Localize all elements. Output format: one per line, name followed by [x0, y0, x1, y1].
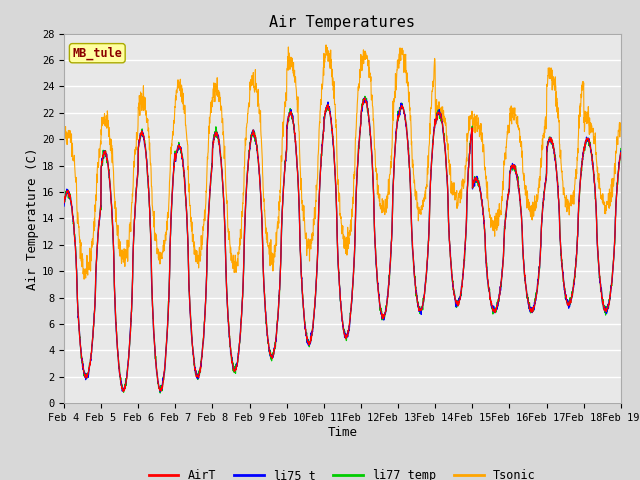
- X-axis label: Time: Time: [328, 426, 357, 439]
- Y-axis label: Air Temperature (C): Air Temperature (C): [26, 147, 39, 289]
- Title: Air Temperatures: Air Temperatures: [269, 15, 415, 30]
- Legend: AirT, li75_t, li77_temp, Tsonic: AirT, li75_t, li77_temp, Tsonic: [144, 465, 541, 480]
- Text: MB_tule: MB_tule: [72, 47, 122, 60]
